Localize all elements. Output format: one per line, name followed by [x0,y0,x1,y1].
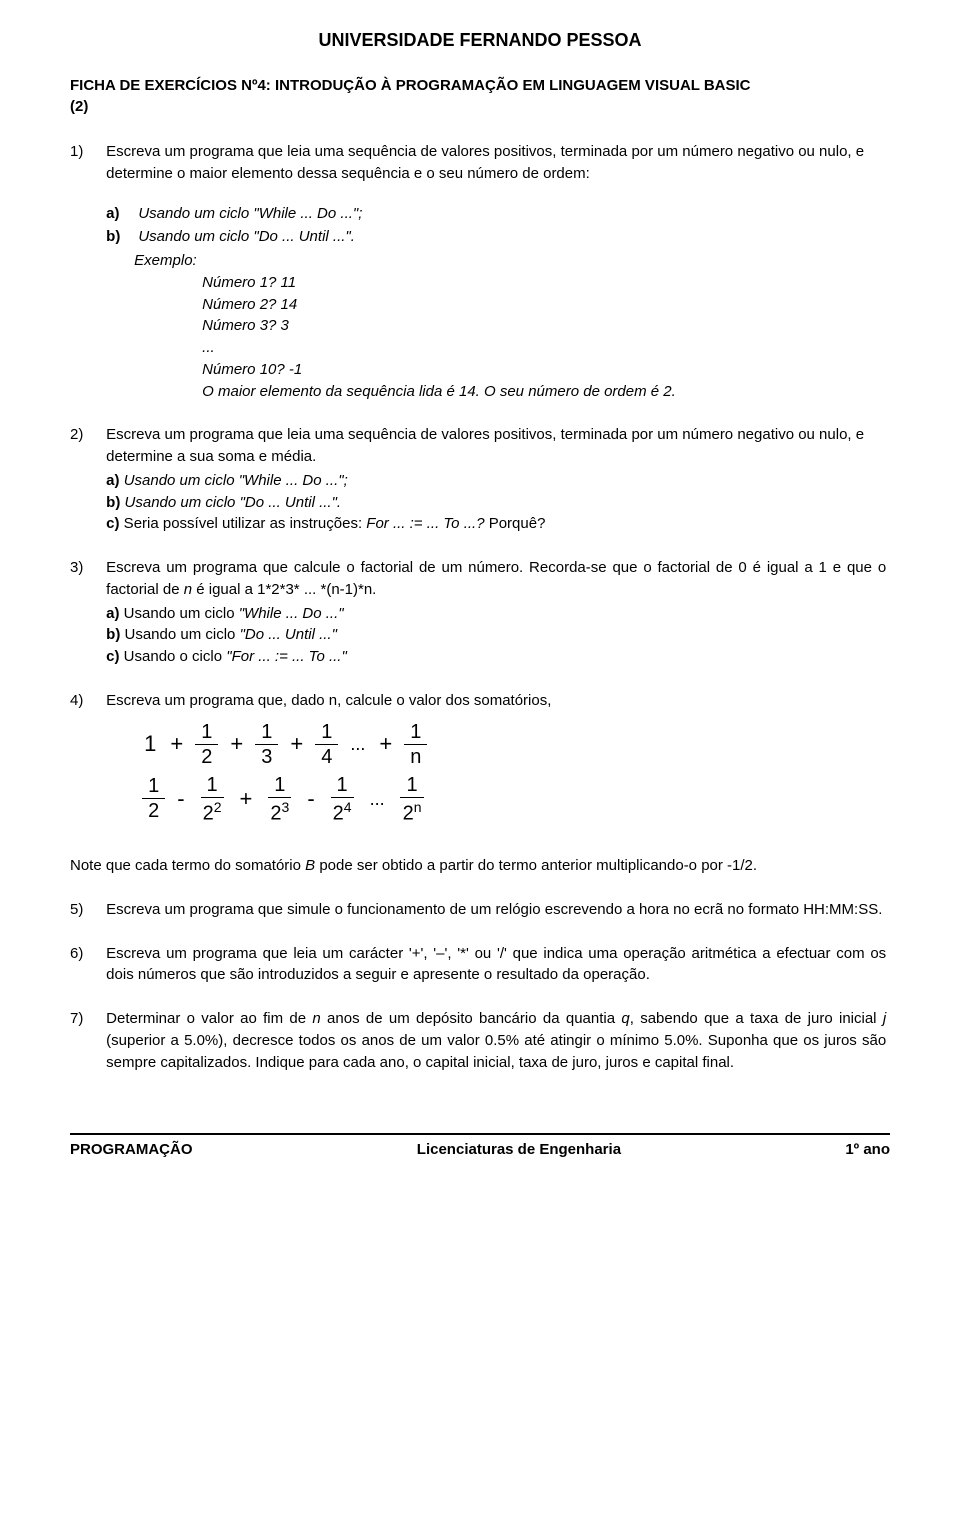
example-line: O maior elemento da sequência lida é 14.… [202,381,886,403]
sub-line: a) Usando um ciclo "While ... Do ..."; [106,470,886,492]
subtitle-line-2: (2) [70,98,88,115]
exercise-number: 2) [70,424,102,446]
sub-label: a) [106,203,134,225]
numerator: 1 [268,775,291,798]
numerator: 1 [142,776,165,799]
sub-b: b) [106,494,120,511]
example-line: Número 2? 14 [202,294,886,316]
plus-icon: + [288,728,305,760]
example-label: Exemplo: [134,250,886,272]
exercise-number: 4) [70,690,102,712]
minus-icon: - [175,783,186,815]
fraction: 1 n [404,722,427,767]
plus-icon: + [377,728,394,760]
example-line: Número 10? -1 [202,359,886,381]
exercise-text: Escreva um programa que leia uma sequênc… [106,143,864,182]
exercise-body: Escreva um programa que leia um carácter… [106,943,886,987]
sub-line: a) Usando um ciclo "While ... Do ..." [106,603,886,625]
sub-text: Usando um ciclo "While ... Do ..."; [138,205,362,222]
exercise-1: 1) Escreva um programa que leia uma sequ… [70,141,890,402]
denominator: 2n [397,798,428,824]
plus-icon: + [168,728,185,760]
exercise-3: 3) Escreva um programa que calcule o fac… [70,557,890,668]
denominator: 2 [142,799,165,821]
sub-text: Usando um ciclo "Do ... Until ...". [138,228,355,245]
exercise-body: Escreva um programa que simule o funcion… [106,899,886,921]
footer-left: PROGRAMAÇÃO [70,1141,193,1158]
numerator: 1 [404,722,427,745]
exercise-body: Escreva um programa que calcule o factor… [106,557,886,668]
exercise-body: Escreva um programa que leia uma sequênc… [106,141,886,402]
exercise-text: Escreva um programa que, dado n, calcule… [106,692,551,709]
sub-line: c) Usando o ciclo "For ... := ... To ...… [106,646,886,668]
example-line: ... [202,337,886,359]
exercise-4: 4) Escreva um programa que, dado n, calc… [70,690,890,833]
sub-line: b) Usando um ciclo "Do ... Until ..." [106,624,886,646]
fraction: 1 24 [327,775,358,824]
subtitle-line-1: FICHA DE EXERCÍCIOS Nº4: INTRODUÇÃO À PR… [70,77,751,94]
fraction: 1 3 [255,722,278,767]
exercise-body: Escreva um programa que leia uma sequênc… [106,424,886,535]
exercise-body: Determinar o valor ao fim de n anos de u… [106,1008,886,1073]
plus-icon: + [238,783,255,815]
dots: ... [348,731,367,757]
exercise-6: 6) Escreva um programa que leia um carác… [70,943,890,987]
footer-right: 1º ano [845,1141,890,1158]
page-footer: PROGRAMAÇÃO Licenciaturas de Engenharia … [70,1133,890,1158]
fraction: 1 2 [195,722,218,767]
sub-item-a: a) Usando um ciclo "While ... Do ..."; [106,203,886,225]
sub-c: c) [106,515,119,532]
denominator: n [404,745,427,767]
example-line: Número 3? 3 [202,315,886,337]
numerator: 1 [400,775,423,798]
exercise-body: Escreva um programa que, dado n, calcule… [106,690,886,833]
exercise-number: 1) [70,141,102,163]
exercise-number: 5) [70,899,102,921]
footer-center: Licenciaturas de Engenharia [417,1141,621,1158]
sub-item-b: b) Usando um ciclo "Do ... Until ...". [106,226,886,248]
dots: ... [368,786,387,812]
fraction: 1 4 [315,722,338,767]
note-text: Note que cada termo do somatório B pode … [70,855,890,877]
sub-line: c) Seria possível utilizar as instruções… [106,513,886,535]
formula-row: 1 + 1 2 + 1 3 + 1 4 .. [142,722,886,767]
denominator: 22 [197,798,228,824]
denominator: 2 [195,745,218,767]
fraction: 1 22 [197,775,228,824]
sub-line: b) Usando um ciclo "Do ... Until ...". [106,492,886,514]
formula-1: 1 + 1 2 + 1 3 + 1 4 .. [142,722,886,824]
example-line: Número 1? 11 [202,272,886,294]
exercise-sublist: a) Usando um ciclo "While ... Do ..."; b… [106,203,886,403]
numerator: 1 [255,722,278,745]
document-page: UNIVERSIDADE FERNANDO PESSOA FICHA DE EX… [0,0,960,1198]
sub-a: a) [106,472,119,489]
term: 1 [142,728,158,760]
numerator: 1 [195,722,218,745]
exercise-number: 3) [70,557,102,579]
denominator: 4 [315,745,338,767]
numerator: 1 [201,775,224,798]
exercise-number: 6) [70,943,102,965]
minus-icon: - [305,783,316,815]
numerator: 1 [331,775,354,798]
exercise-7: 7) Determinar o valor ao fim de n anos d… [70,1008,890,1073]
fraction: 1 23 [264,775,295,824]
worksheet-subtitle: FICHA DE EXERCÍCIOS Nº4: INTRODUÇÃO À PR… [70,75,890,117]
sub-label: b) [106,226,134,248]
exercise-text: Escreva um programa que leia uma sequênc… [106,426,864,465]
denominator: 23 [264,798,295,824]
fraction: 1 2 [142,776,165,821]
plus-icon: + [228,728,245,760]
fraction: 1 2n [397,775,428,824]
example-block: Exemplo: Número 1? 11 Número 2? 14 Númer… [134,250,886,402]
university-title: UNIVERSIDADE FERNANDO PESSOA [70,30,890,51]
exercise-2: 2) Escreva um programa que leia uma sequ… [70,424,890,535]
denominator: 3 [255,745,278,767]
numerator: 1 [315,722,338,745]
denominator: 24 [327,798,358,824]
formula-row: 1 2 - 1 22 + 1 23 - 1 [142,775,886,824]
exercise-number: 7) [70,1008,102,1030]
exercise-5: 5) Escreva um programa que simule o func… [70,899,890,921]
